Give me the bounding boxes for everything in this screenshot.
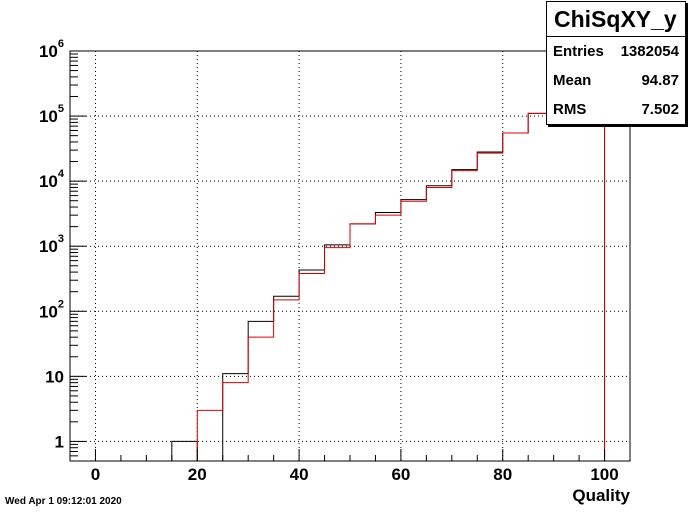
- axis-ticks: [69, 50, 631, 462]
- stats-box: ChiSqXY_y Entries 1382054 Mean 94.87 RMS…: [546, 1, 686, 125]
- stats-title: ChiSqXY_y: [547, 2, 685, 37]
- y-tick-labels: 1 10 102 103 104 105 106: [39, 38, 65, 451]
- x-axis-label: Quality: [572, 486, 630, 505]
- y-tick-label: 106: [39, 38, 64, 61]
- y-tick-label: 104: [39, 168, 65, 191]
- stats-mean-row: Mean 94.87: [547, 66, 685, 95]
- datestamp: Wed Apr 1 09:12:01 2020: [5, 496, 122, 507]
- y-tick-label: 1: [55, 432, 64, 451]
- y-tick-label: 103: [39, 233, 64, 256]
- rms-label: RMS: [553, 101, 587, 118]
- rms-value: 7.502: [641, 101, 679, 118]
- x-tick-label: 20: [188, 465, 207, 484]
- stats-entries-row: Entries 1382054: [547, 37, 685, 66]
- x-tick-labels: 0 20 40 60 80 100: [91, 465, 619, 484]
- x-tick-label: 60: [391, 465, 410, 484]
- series-red-histogram: [95, 66, 630, 462]
- mean-value: 94.87: [641, 72, 679, 89]
- stats-rms-row: RMS 7.502: [547, 95, 685, 124]
- series-black-histogram: [95, 68, 630, 462]
- y-tick-label: 10: [45, 367, 64, 386]
- mean-label: Mean: [553, 72, 592, 89]
- x-tick-label: 0: [91, 465, 100, 484]
- series-layer: [95, 66, 630, 462]
- x-tick-label: 40: [290, 465, 309, 484]
- entries-label: Entries: [553, 43, 604, 60]
- x-tick-label: 80: [493, 465, 512, 484]
- y-tick-label: 102: [39, 298, 64, 321]
- y-tick-label: 105: [39, 103, 64, 126]
- entries-value: 1382054: [620, 43, 679, 60]
- x-tick-label: 100: [590, 465, 618, 484]
